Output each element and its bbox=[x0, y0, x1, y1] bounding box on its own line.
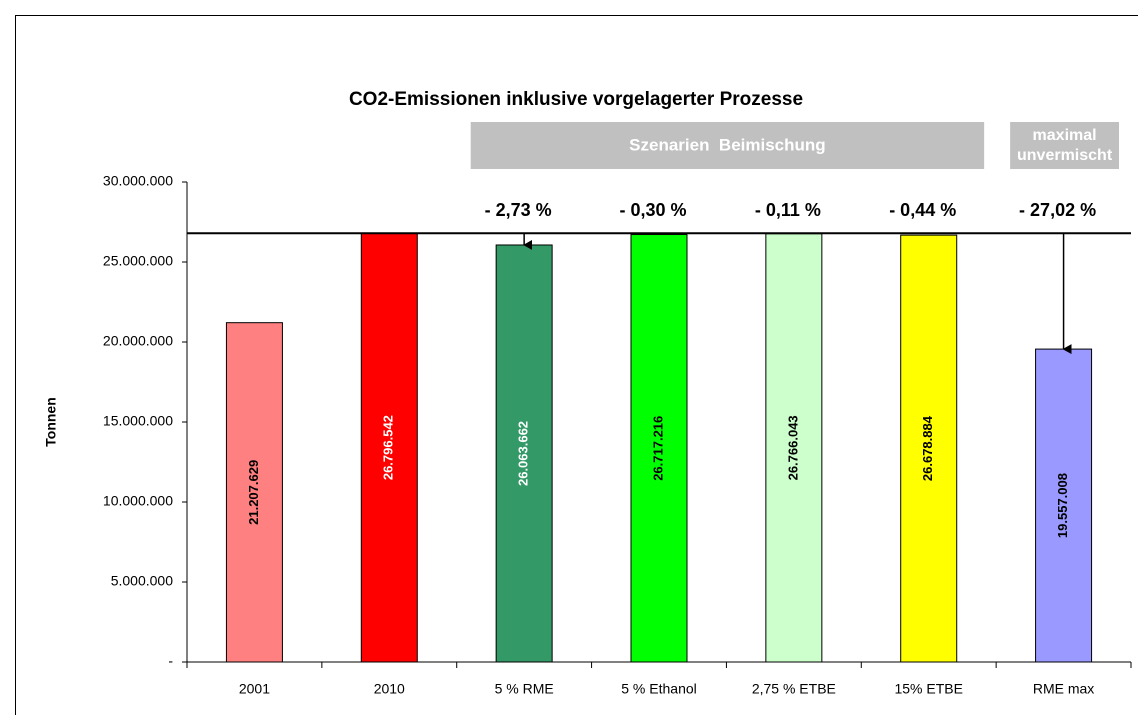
change-label: - 0,11 % bbox=[755, 200, 821, 220]
x-tick-label: 2001 bbox=[239, 681, 270, 697]
value-label: 26.063.662 bbox=[516, 421, 531, 486]
change-label: - 2,73 % bbox=[485, 200, 552, 220]
value-label: 26.766.043 bbox=[785, 415, 800, 480]
y-tick-label: 25.000.000 bbox=[103, 253, 173, 269]
chart-title: CO2-Emissionen inklusive vorgelagerter P… bbox=[349, 89, 803, 110]
x-tick-label: RME max bbox=[1033, 681, 1094, 697]
value-label: 26.717.216 bbox=[650, 416, 665, 481]
y-tick-label: 10.000.000 bbox=[103, 493, 173, 509]
y-tick-label: 30.000.000 bbox=[103, 173, 173, 189]
change-label: - 27,02 % bbox=[1019, 200, 1096, 220]
chart-border bbox=[16, 16, 1138, 716]
change-label: - 0,30 % bbox=[619, 200, 686, 220]
value-label: 26.796.542 bbox=[381, 415, 396, 480]
group-label: Szenarien Beimischung bbox=[629, 135, 826, 154]
change-label: - 0,44 % bbox=[889, 200, 956, 220]
group-label-line: maximal bbox=[1033, 127, 1097, 144]
value-label: 21.207.629 bbox=[246, 460, 261, 525]
y-tick-label: - bbox=[168, 653, 173, 669]
value-label: 19.557.008 bbox=[1055, 473, 1070, 538]
y-axis-label: Tonnen bbox=[43, 397, 59, 447]
group-label-line: unvermischt bbox=[1017, 147, 1113, 164]
x-tick-label: 5 % RME bbox=[495, 681, 554, 697]
x-tick-label: 2,75 % ETBE bbox=[752, 681, 836, 697]
x-tick-label: 5 % Ethanol bbox=[621, 681, 697, 697]
y-tick-label: 20.000.000 bbox=[103, 333, 173, 349]
y-tick-label: 15.000.000 bbox=[103, 413, 173, 429]
x-tick-label: 15% ETBE bbox=[894, 681, 962, 697]
value-label: 26.678.884 bbox=[920, 415, 935, 481]
x-tick-label: 2010 bbox=[374, 681, 405, 697]
y-tick-label: 5.000.000 bbox=[111, 573, 173, 589]
